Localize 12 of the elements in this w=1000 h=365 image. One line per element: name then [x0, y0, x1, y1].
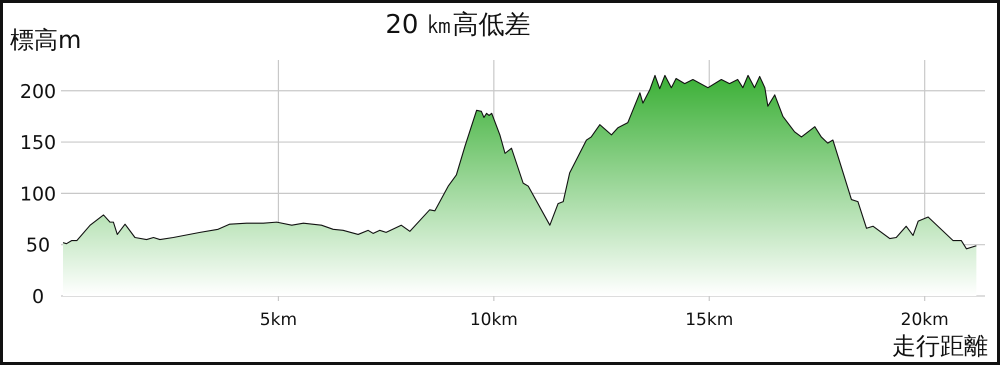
x-axis-title: 走行距離 [892, 332, 988, 360]
x-tick-label: 20km [900, 310, 949, 330]
x-tick-label: 15km [685, 310, 734, 330]
y-tick-label: 150 [20, 132, 56, 154]
y-tick-label: 200 [20, 80, 56, 103]
y-tick-label: 100 [20, 183, 56, 206]
x-tick-label: 5km [260, 310, 298, 330]
chart-title: 20 ㎞高低差 [385, 10, 531, 40]
y-tick-label: 50 [26, 234, 50, 257]
y-axis-title: 標高m [10, 26, 82, 54]
y-tick-label: 0 [32, 286, 44, 308]
x-tick-label: 10km [470, 310, 518, 330]
